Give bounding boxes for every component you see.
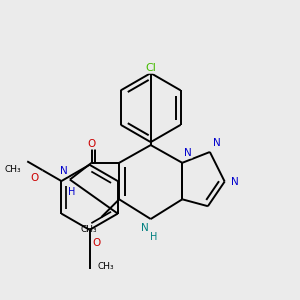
Text: N: N [60,166,68,176]
Text: Cl: Cl [145,63,156,73]
Text: O: O [92,238,101,248]
Text: CH₃: CH₃ [98,262,114,271]
Text: CH₃: CH₃ [5,165,21,174]
Text: N: N [141,223,149,233]
Text: O: O [87,139,96,149]
Text: N: N [231,177,238,187]
Text: N: N [213,138,220,148]
Text: CH₃: CH₃ [81,225,98,234]
Text: N: N [184,148,192,158]
Text: H: H [68,188,76,197]
Text: H: H [150,232,158,242]
Text: O: O [30,173,39,183]
